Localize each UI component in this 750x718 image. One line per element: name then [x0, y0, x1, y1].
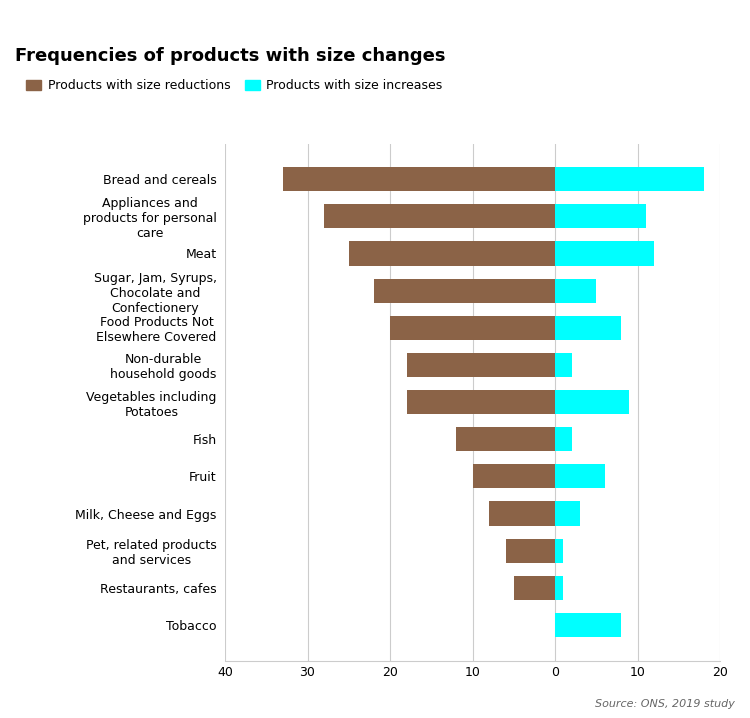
Text: Source: ONS, 2019 study: Source: ONS, 2019 study [596, 699, 735, 709]
Bar [555, 465, 604, 488]
Bar [456, 427, 555, 452]
Bar [283, 167, 555, 191]
Bar [506, 538, 555, 563]
Bar [555, 167, 704, 191]
Bar [349, 241, 555, 266]
Bar [406, 353, 555, 377]
Bar [555, 316, 621, 340]
Bar [324, 204, 555, 228]
Bar [555, 390, 629, 414]
Bar [555, 427, 572, 452]
Bar [472, 465, 555, 488]
Bar [555, 204, 646, 228]
Bar [555, 241, 654, 266]
Text: Frequencies of products with size changes: Frequencies of products with size change… [15, 47, 445, 65]
Bar [555, 279, 596, 303]
Bar [555, 613, 621, 637]
Bar [514, 576, 555, 600]
Bar [406, 390, 555, 414]
Bar [555, 501, 580, 526]
Legend: Products with size reductions, Products with size increases: Products with size reductions, Products … [21, 75, 448, 98]
Bar [374, 279, 555, 303]
Bar [555, 538, 563, 563]
Bar [489, 501, 555, 526]
Bar [555, 353, 572, 377]
Bar [390, 316, 555, 340]
Bar [555, 576, 563, 600]
